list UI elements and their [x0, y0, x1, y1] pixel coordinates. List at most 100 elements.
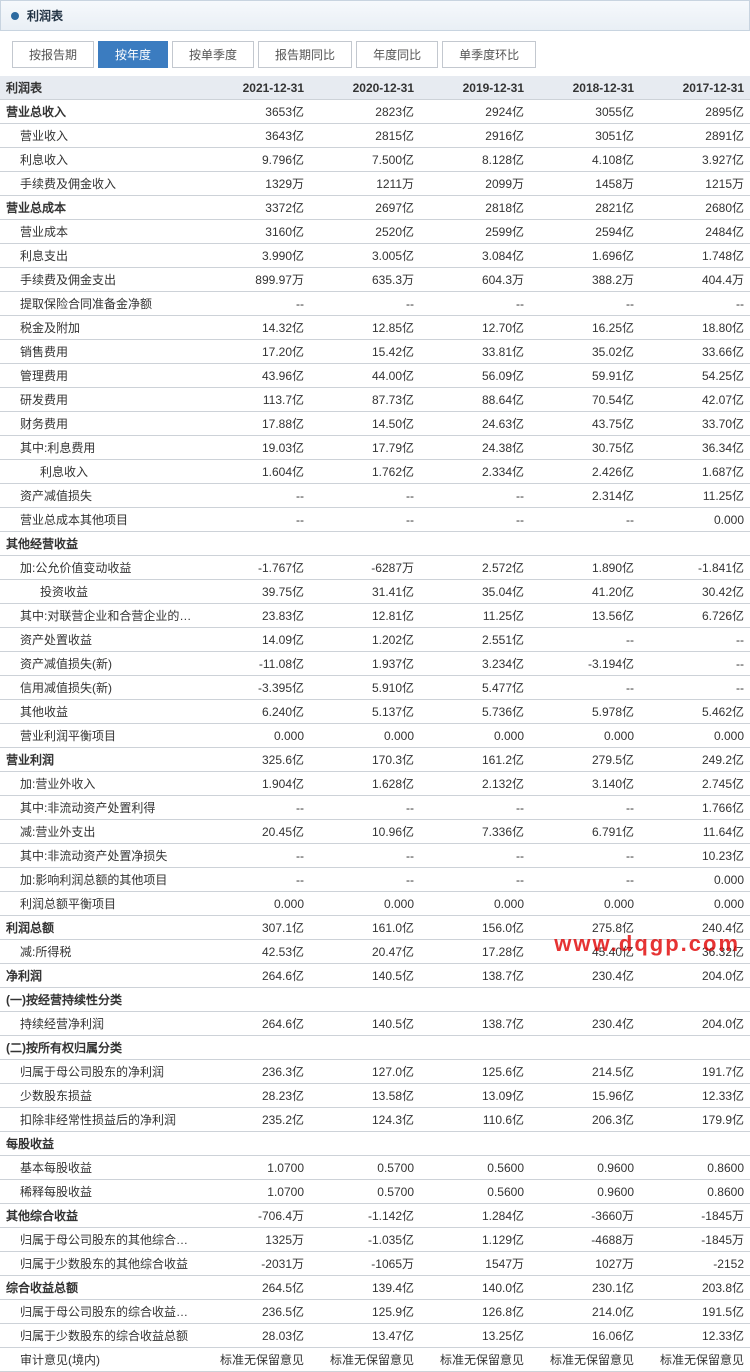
- cell: 235.2亿: [200, 1108, 310, 1132]
- col-header-4: 2018-12-31: [530, 76, 640, 100]
- cell: 5.910亿: [310, 676, 420, 700]
- cell: 138.7亿: [420, 1012, 530, 1036]
- cell: 2.132亿: [420, 772, 530, 796]
- cell: 2815亿: [310, 124, 420, 148]
- row-label: 其他综合收益: [0, 1204, 200, 1228]
- cell: 15.96亿: [530, 1084, 640, 1108]
- cell: 170.3亿: [310, 748, 420, 772]
- cell: 204.0亿: [640, 964, 750, 988]
- bullet-icon: [11, 12, 19, 20]
- cell: [640, 1132, 750, 1156]
- row-label: 归属于少数股东的其他综合收益: [0, 1252, 200, 1276]
- panel-header: 利润表: [0, 0, 750, 31]
- cell: 635.3万: [310, 268, 420, 292]
- cell: 9.796亿: [200, 148, 310, 172]
- cell: 28.23亿: [200, 1084, 310, 1108]
- cell: 2484亿: [640, 220, 750, 244]
- table-row: 归属于母公司股东的综合收益总额236.5亿125.9亿126.8亿214.0亿1…: [0, 1300, 750, 1324]
- cell: 3.140亿: [530, 772, 640, 796]
- cell: 3653亿: [200, 100, 310, 124]
- table-row: 基本每股收益1.07000.57000.56000.96000.8600: [0, 1156, 750, 1180]
- cell: 10.23亿: [640, 844, 750, 868]
- cell: 17.88亿: [200, 412, 310, 436]
- cell: 3643亿: [200, 124, 310, 148]
- tab-1[interactable]: 按年度: [98, 41, 168, 68]
- cell: 0.000: [310, 724, 420, 748]
- cell: 5.736亿: [420, 700, 530, 724]
- cell: --: [310, 868, 420, 892]
- cell: 17.79亿: [310, 436, 420, 460]
- cell: 2.572亿: [420, 556, 530, 580]
- row-label: 审计意见(境内): [0, 1348, 200, 1372]
- table-row: 其他综合收益-706.4万-1.142亿1.284亿-3660万-1845万: [0, 1204, 750, 1228]
- cell: 2916亿: [420, 124, 530, 148]
- row-label: 其他收益: [0, 700, 200, 724]
- cell: 12.85亿: [310, 316, 420, 340]
- tab-4[interactable]: 年度同比: [356, 41, 438, 68]
- cell: 2818亿: [420, 196, 530, 220]
- cell: [530, 532, 640, 556]
- cell: -3.395亿: [200, 676, 310, 700]
- cell: 2.745亿: [640, 772, 750, 796]
- table-row: 其中:非流动资产处置利得--------1.766亿: [0, 796, 750, 820]
- cell: 3055亿: [530, 100, 640, 124]
- tab-0[interactable]: 按报告期: [12, 41, 94, 68]
- row-label: 扣除非经常性损益后的净利润: [0, 1108, 200, 1132]
- cell: 0.9600: [530, 1156, 640, 1180]
- cell: 1.687亿: [640, 460, 750, 484]
- cell: 191.7亿: [640, 1060, 750, 1084]
- cell: 88.64亿: [420, 388, 530, 412]
- cell: 20.47亿: [310, 940, 420, 964]
- cell: 2099万: [420, 172, 530, 196]
- cell: 70.54亿: [530, 388, 640, 412]
- row-label: (二)按所有权归属分类: [0, 1036, 200, 1060]
- cell: 156.0亿: [420, 916, 530, 940]
- table-row: 综合收益总额264.5亿139.4亿140.0亿230.1亿203.8亿: [0, 1276, 750, 1300]
- tab-3[interactable]: 报告期同比: [258, 41, 352, 68]
- table-row: 营业收入3643亿2815亿2916亿3051亿2891亿: [0, 124, 750, 148]
- cell: 214.0亿: [530, 1300, 640, 1324]
- cell: 19.03亿: [200, 436, 310, 460]
- cell: 2891亿: [640, 124, 750, 148]
- cell: --: [420, 844, 530, 868]
- cell: 110.6亿: [420, 1108, 530, 1132]
- cell: 0.000: [530, 724, 640, 748]
- tab-5[interactable]: 单季度环比: [442, 41, 536, 68]
- table-row: 信用减值损失(新)-3.395亿5.910亿5.477亿----: [0, 676, 750, 700]
- cell: 279.5亿: [530, 748, 640, 772]
- row-label: 其中:利息费用: [0, 436, 200, 460]
- row-label: 加:公允价值变动收益: [0, 556, 200, 580]
- table-row: 归属于少数股东的综合收益总额28.03亿13.47亿13.25亿16.06亿12…: [0, 1324, 750, 1348]
- cell: 12.70亿: [420, 316, 530, 340]
- cell: --: [200, 868, 310, 892]
- cell: 8.128亿: [420, 148, 530, 172]
- cell: 12.81亿: [310, 604, 420, 628]
- row-label: 利息收入: [0, 148, 200, 172]
- cell: 214.5亿: [530, 1060, 640, 1084]
- cell: 236.5亿: [200, 1300, 310, 1324]
- cell: --: [640, 292, 750, 316]
- row-label: 手续费及佣金支出: [0, 268, 200, 292]
- cell: [530, 988, 640, 1012]
- cell: 24.38亿: [420, 436, 530, 460]
- row-label: 营业总成本: [0, 196, 200, 220]
- row-label: 资产处置收益: [0, 628, 200, 652]
- cell: 161.0亿: [310, 916, 420, 940]
- table-row: 资产减值损失------2.314亿11.25亿: [0, 484, 750, 508]
- table-row: 财务费用17.88亿14.50亿24.63亿43.75亿33.70亿: [0, 412, 750, 436]
- cell: -3.194亿: [530, 652, 640, 676]
- row-label: 营业总收入: [0, 100, 200, 124]
- row-label: 营业利润平衡项目: [0, 724, 200, 748]
- cell: 0.5600: [420, 1180, 530, 1204]
- tab-2[interactable]: 按单季度: [172, 41, 254, 68]
- cell: 42.07亿: [640, 388, 750, 412]
- cell: 3.927亿: [640, 148, 750, 172]
- col-header-3: 2019-12-31: [420, 76, 530, 100]
- table-row: 其中:对联营企业和合营企业的投资收益23.83亿12.81亿11.25亿13.5…: [0, 604, 750, 628]
- row-label: 营业总成本其他项目: [0, 508, 200, 532]
- table-row: 加:公允价值变动收益-1.767亿-6287万2.572亿1.890亿-1.84…: [0, 556, 750, 580]
- cell: [310, 532, 420, 556]
- cell: 1.696亿: [530, 244, 640, 268]
- cell: 0.000: [640, 724, 750, 748]
- cell: [640, 532, 750, 556]
